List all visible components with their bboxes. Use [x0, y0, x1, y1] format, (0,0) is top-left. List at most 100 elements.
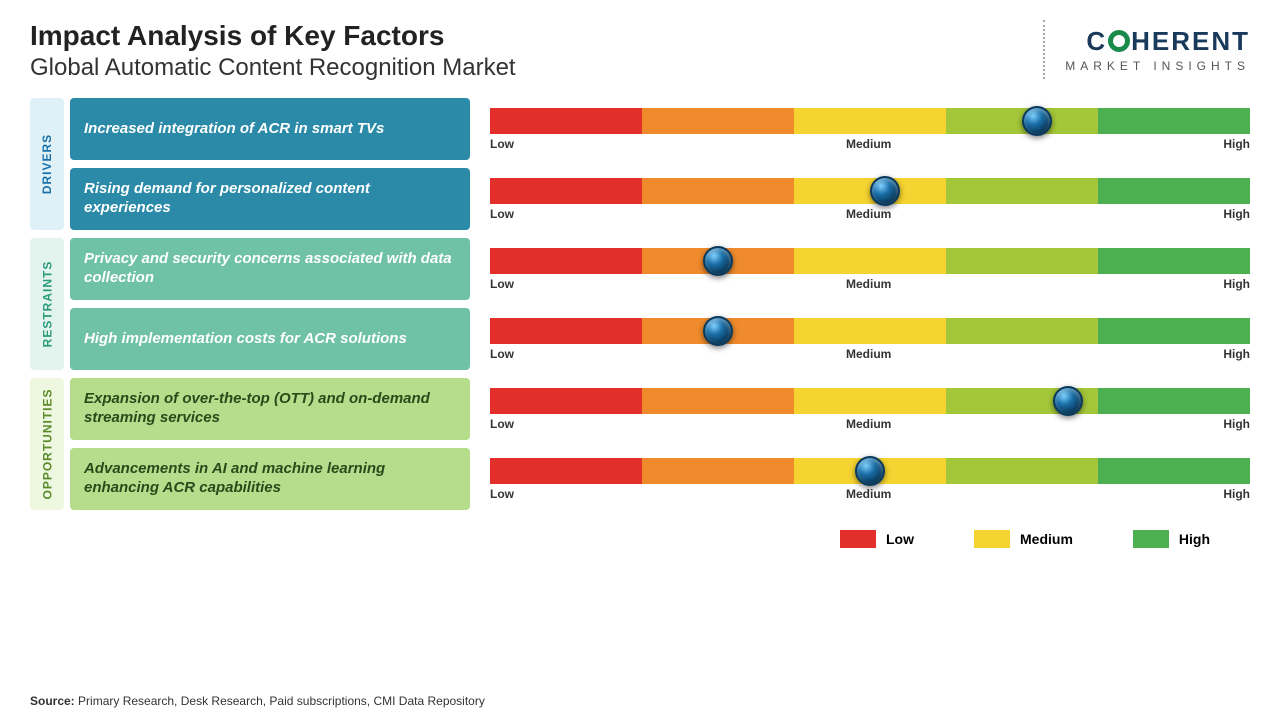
- gauge-label-low: Low: [490, 417, 514, 431]
- gauge-marker-icon: [870, 176, 900, 206]
- factor-label: Rising demand for personalized content e…: [70, 168, 470, 230]
- gauge-segment: [1098, 178, 1250, 204]
- gauge-marker-icon: [1053, 386, 1083, 416]
- source-note: Source: Primary Research, Desk Research,…: [30, 694, 485, 708]
- factor-label: Privacy and security concerns associated…: [70, 238, 470, 300]
- gauge-segment: [642, 458, 794, 484]
- gauge-label-medium: Medium: [846, 417, 891, 431]
- gauge-labels: LowMediumHigh: [490, 277, 1250, 291]
- gauge-wrap: Low Medium High: [490, 168, 1250, 230]
- gauge-label-low: Low: [490, 347, 514, 361]
- category-tab: RESTRAINTS: [30, 238, 64, 370]
- factor-label: Increased integration of ACR in smart TV…: [70, 98, 470, 160]
- legend-item: Medium: [974, 530, 1073, 548]
- legend-swatch: [974, 530, 1010, 548]
- legend-label: Medium: [1020, 531, 1073, 547]
- factor-row: Increased integration of ACR in smart TV…: [70, 98, 1250, 160]
- factor-row: High implementation costs for ACR soluti…: [70, 308, 1250, 370]
- gauge-labels: Low Medium High: [490, 487, 1250, 501]
- gauge-label-medium: Medium: [846, 347, 891, 361]
- category-rows: Privacy and security concerns associated…: [70, 238, 1250, 370]
- gauge-segment: [1098, 108, 1250, 134]
- factor-row: Expansion of over-the-top (OTT) and on-d…: [70, 378, 1250, 440]
- gauge-segment: [490, 248, 642, 274]
- gauge-segment: [490, 388, 642, 414]
- gauge-segment: [642, 388, 794, 414]
- factor-row: Privacy and security concerns associated…: [70, 238, 1250, 300]
- gauge-segment: [490, 178, 642, 204]
- gauge-label-high: High: [1223, 347, 1250, 361]
- gauge-marker-icon: [855, 456, 885, 486]
- category-label: OPPORTUNITIES: [40, 388, 54, 499]
- legend-item: High: [1133, 530, 1210, 548]
- gauge-wrap: LowMediumHigh: [490, 98, 1250, 160]
- legend-swatch: [1133, 530, 1169, 548]
- gauge-segment: [794, 248, 946, 274]
- legend-item: Low: [840, 530, 914, 548]
- gauge-label-low: Low: [490, 277, 514, 291]
- gauge-segment: [1098, 458, 1250, 484]
- legend-label: High: [1179, 531, 1210, 547]
- category-tab: DRIVERS: [30, 98, 64, 230]
- factor-label: High implementation costs for ACR soluti…: [70, 308, 470, 370]
- gauge-segment: [946, 458, 1098, 484]
- logo-ring-icon: [1108, 30, 1130, 52]
- gauge-label-low: Low: [490, 207, 514, 221]
- gauge-segment: [946, 318, 1098, 344]
- page-title: Impact Analysis of Key Factors: [30, 20, 516, 52]
- gauge-segment: [1098, 248, 1250, 274]
- gauge-label-low: Low: [490, 487, 514, 501]
- category-tab: OPPORTUNITIES: [30, 378, 64, 510]
- gauge-label-high: High: [1223, 137, 1250, 151]
- factor-label: Expansion of over-the-top (OTT) and on-d…: [70, 378, 470, 440]
- impact-chart: DRIVERS Increased integration of ACR in s…: [30, 98, 1250, 510]
- factor-row: Rising demand for personalized content e…: [70, 168, 1250, 230]
- gauge-segment: [946, 178, 1098, 204]
- impact-gauge: [490, 108, 1250, 134]
- title-block: Impact Analysis of Key Factors Global Au…: [30, 20, 516, 82]
- brand-name: CHERENT: [1065, 26, 1250, 57]
- gauge-marker-icon: [1022, 106, 1052, 136]
- gauge-segment: [794, 318, 946, 344]
- brand-logo: CHERENT MARKET INSIGHTS: [1043, 20, 1250, 79]
- gauge-label-medium: Medium: [846, 137, 891, 151]
- gauge-labels: LowMediumHigh: [490, 137, 1250, 151]
- category-rows: Expansion of over-the-top (OTT) and on-d…: [70, 378, 1250, 510]
- category-rows: Increased integration of ACR in smart TV…: [70, 98, 1250, 230]
- gauge-segment: [642, 178, 794, 204]
- category-group: RESTRAINTS Privacy and security concerns …: [30, 238, 1250, 370]
- gauge-segment: [794, 108, 946, 134]
- factor-label: Advancements in AI and machine learning …: [70, 448, 470, 510]
- legend: Low Medium High: [30, 530, 1250, 548]
- gauge-labels: Low Medium High: [490, 347, 1250, 361]
- legend-swatch: [840, 530, 876, 548]
- gauge-segment: [642, 108, 794, 134]
- brand-tagline: MARKET INSIGHTS: [1065, 59, 1250, 73]
- gauge-label-high: High: [1223, 487, 1250, 501]
- category-label: RESTRAINTS: [40, 261, 54, 348]
- impact-gauge: [490, 248, 1250, 274]
- gauge-label-high: High: [1223, 417, 1250, 431]
- gauge-segment: [794, 388, 946, 414]
- gauge-labels: Low Medium High: [490, 417, 1250, 431]
- gauge-wrap: Low Medium High: [490, 378, 1250, 440]
- category-group: DRIVERS Increased integration of ACR in s…: [30, 98, 1250, 230]
- impact-gauge: [490, 458, 1250, 484]
- gauge-marker-icon: [703, 246, 733, 276]
- legend-label: Low: [886, 531, 914, 547]
- page-subtitle: Global Automatic Content Recognition Mar…: [30, 54, 516, 82]
- category-label: DRIVERS: [40, 134, 54, 194]
- factor-row: Advancements in AI and machine learning …: [70, 448, 1250, 510]
- gauge-label-high: High: [1223, 207, 1250, 221]
- gauge-wrap: Low Medium High: [490, 308, 1250, 370]
- gauge-segment: [490, 108, 642, 134]
- gauge-marker-icon: [703, 316, 733, 346]
- gauge-label-medium: Medium: [846, 487, 891, 501]
- gauge-segment: [1098, 318, 1250, 344]
- gauge-label-medium: Medium: [846, 277, 891, 291]
- gauge-segment: [490, 318, 642, 344]
- gauge-label-medium: Medium: [846, 207, 891, 221]
- gauge-segment: [490, 458, 642, 484]
- gauge-labels: Low Medium High: [490, 207, 1250, 221]
- header: Impact Analysis of Key Factors Global Au…: [30, 20, 1250, 82]
